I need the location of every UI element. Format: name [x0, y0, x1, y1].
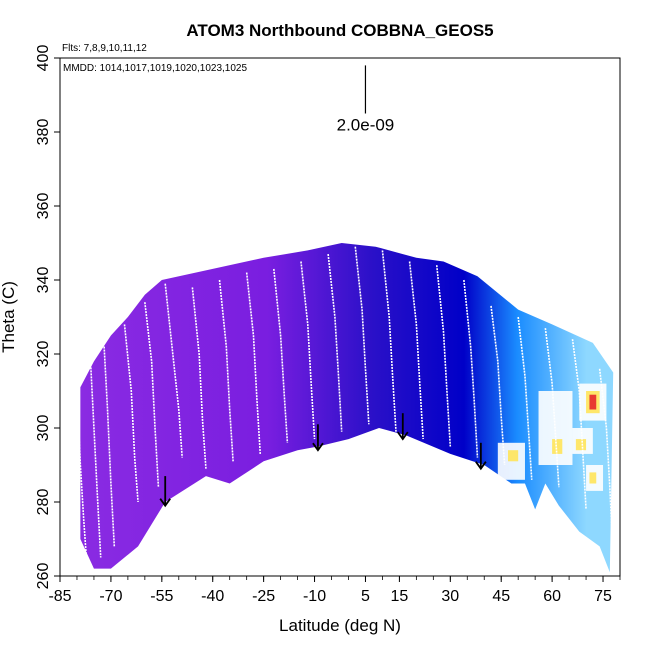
flight-profile [245, 272, 262, 454]
x-axis-label: Latitude (deg N) [279, 616, 401, 635]
x-tick-label: -10 [303, 588, 326, 605]
flight-profile [490, 305, 506, 466]
y-tick-label: 360 [35, 193, 52, 220]
y-tick-label: 380 [35, 119, 52, 146]
flight-profile [354, 246, 370, 425]
flight-profile [435, 265, 452, 447]
x-tick-label: 5 [361, 588, 370, 605]
x-tick-label: -40 [201, 588, 224, 605]
x-tick-label: -85 [48, 588, 71, 605]
color-patch [552, 439, 563, 454]
flight-profile [544, 328, 560, 488]
flight-profile [191, 287, 207, 469]
x-tick-label: -25 [252, 588, 275, 605]
color-patch [508, 450, 519, 462]
y-tick-label: 400 [35, 45, 52, 72]
chart-title: ATOM3 Northbound COBBNA_GEOS5 [186, 21, 493, 40]
plot-frame [59, 57, 621, 577]
flight-profile [463, 279, 479, 458]
flights-label: Flts: 7,8,9,10,11,12 [62, 43, 147, 54]
dates-label: MMDD: 1014,1017,1019,1020,1023,1025 [63, 63, 247, 74]
arrow-head [475, 461, 487, 471]
y-tick-label: 300 [35, 415, 52, 442]
arrow-head [312, 442, 324, 452]
curtain-fill [80, 243, 614, 573]
flight-profile [218, 279, 234, 462]
flight-profile [598, 368, 615, 558]
color-patch [575, 439, 587, 451]
x-tick-label: -55 [150, 588, 173, 605]
x-tick-label: -70 [99, 588, 122, 605]
flight-profile [571, 339, 587, 510]
flight-profile [76, 387, 88, 569]
y-tick-label: 260 [35, 563, 52, 590]
flight-profile [327, 254, 343, 432]
flight-profile [89, 361, 102, 558]
flight-profile [103, 346, 116, 547]
y-axis: 260 280 300 320 340 360 380 400 [35, 45, 60, 590]
y-axis-label: Theta (C) [0, 281, 18, 353]
y-tick-label: 280 [35, 489, 52, 516]
x-tick-label: 30 [441, 588, 459, 605]
arrow-head [159, 498, 171, 508]
flight-profile [123, 324, 139, 503]
plot-area [76, 243, 615, 573]
x-tick-label: 60 [543, 588, 561, 605]
y-tick-label: 320 [35, 341, 52, 368]
flight-profile [381, 250, 397, 432]
x-tick-label: 45 [492, 588, 510, 605]
flight-profile [408, 261, 424, 440]
color-patch [589, 394, 597, 410]
flight-profile [300, 261, 316, 440]
flight-profile [164, 283, 183, 458]
y-tick-label: 340 [35, 267, 52, 294]
flight-profile [273, 268, 289, 443]
color-patch [589, 472, 597, 484]
arrow-head [397, 431, 409, 441]
x-tick-label: 75 [594, 588, 612, 605]
scale-label: 2.0e-09 [337, 116, 395, 135]
x-axis: -85 -70 -55 -40 -25 -10 5 15 30 45 60 75 [48, 576, 621, 605]
flight-profile [517, 316, 533, 480]
x-tick-label: 15 [390, 588, 408, 605]
